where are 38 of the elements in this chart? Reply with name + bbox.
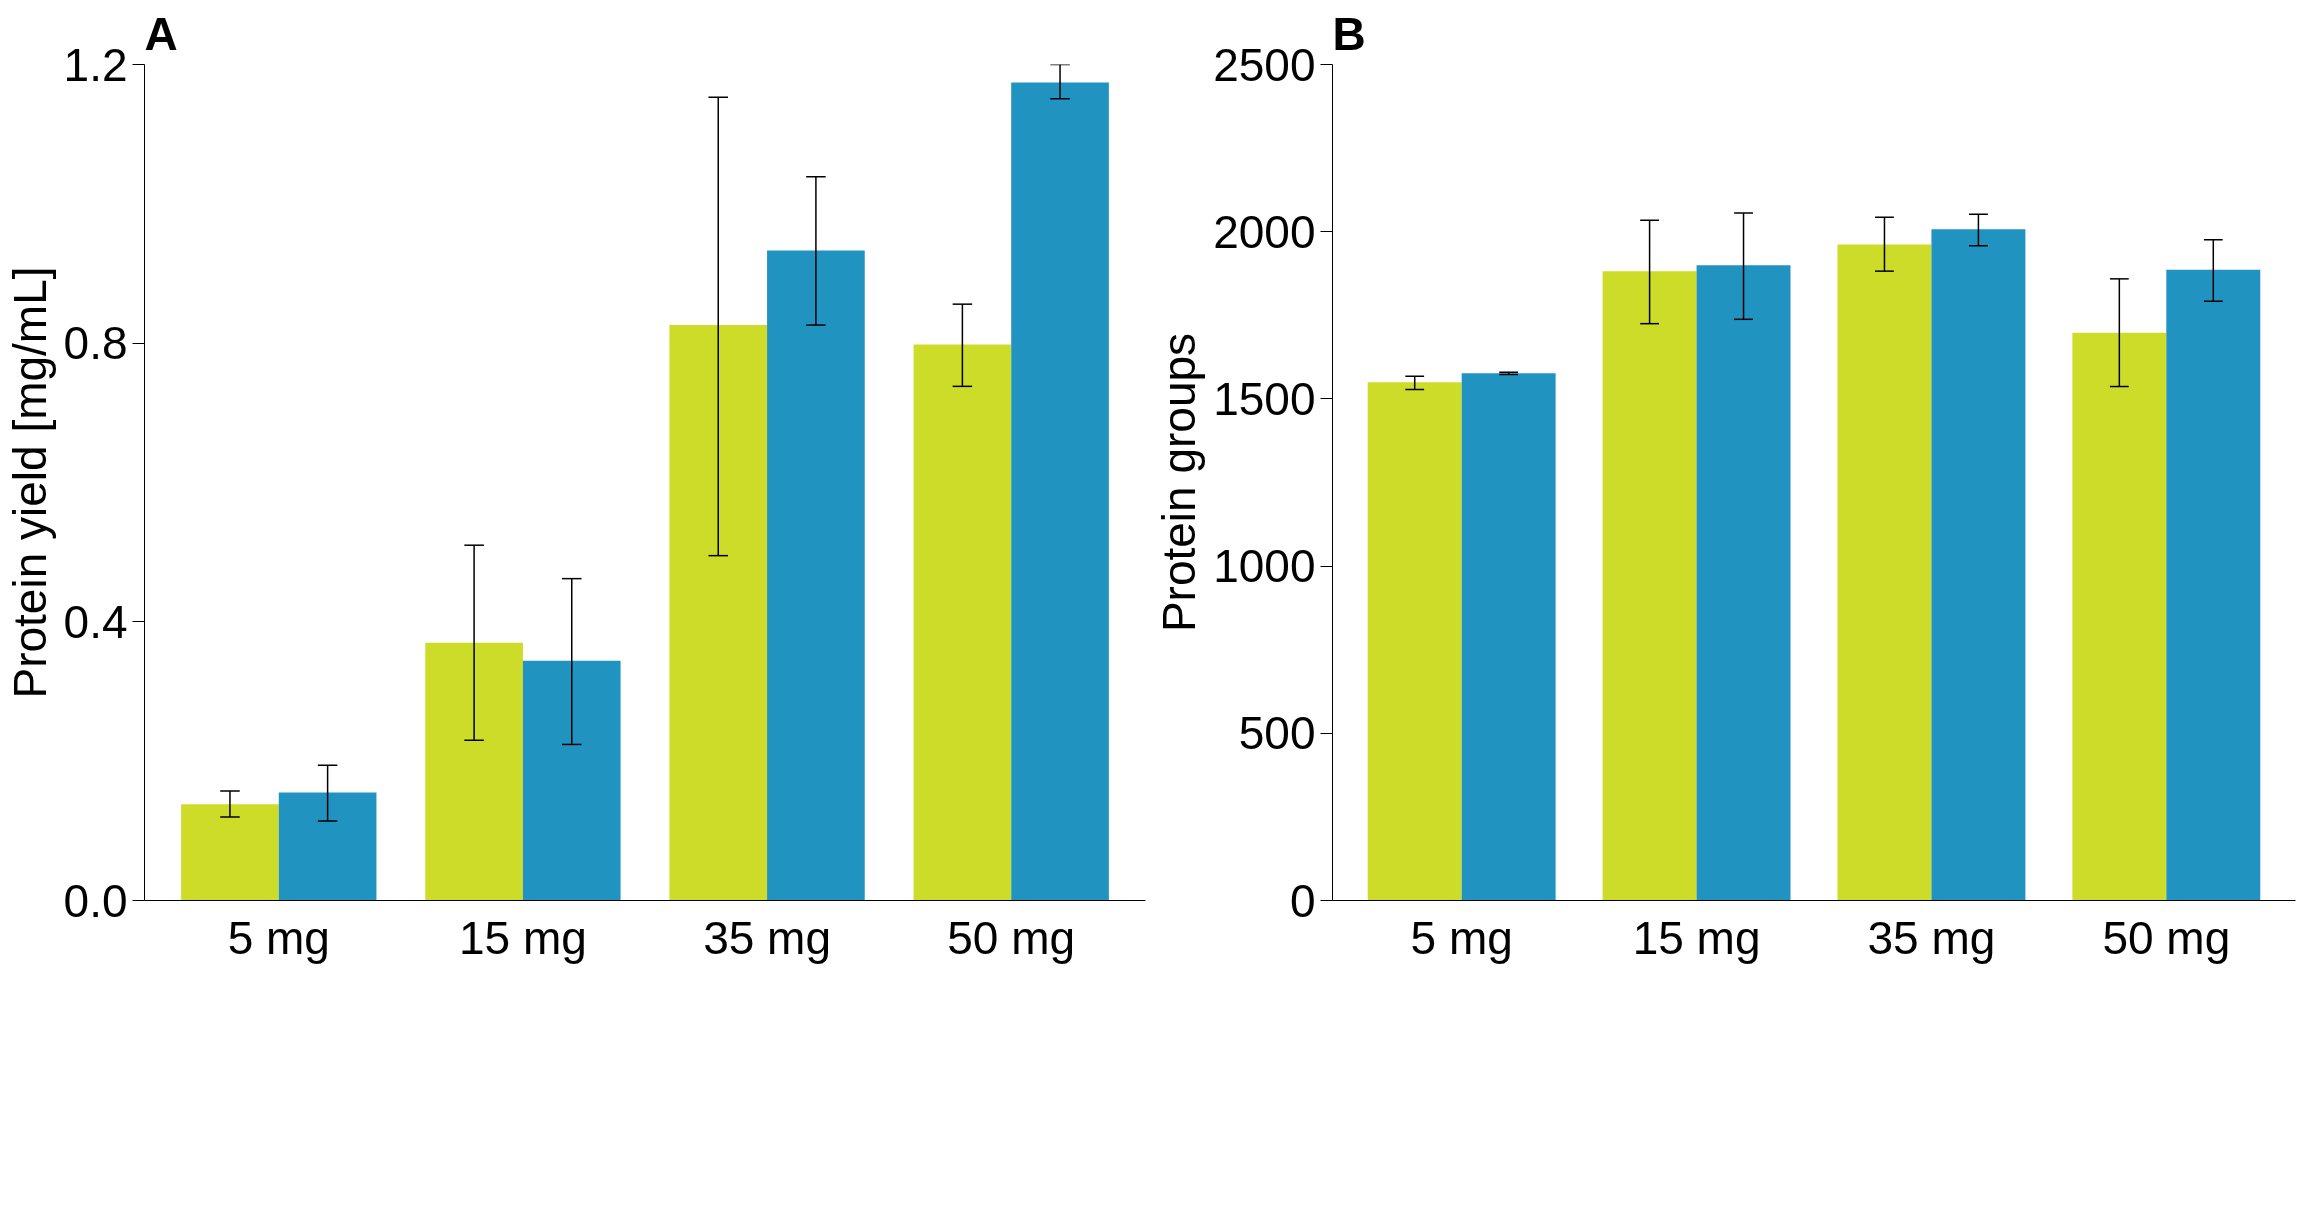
bar	[425, 642, 523, 901]
chart-title: B	[1332, 7, 1366, 60]
bar	[2072, 332, 2167, 901]
x-tick-label: 35 mg	[703, 911, 832, 964]
chart-title: A	[144, 7, 178, 60]
x-tick-label: 50 mg	[2102, 911, 2231, 964]
bar	[1837, 244, 1932, 901]
x-tick-label: 5 mg	[1410, 911, 1513, 964]
y-tick-label: 1000	[1213, 540, 1316, 593]
bar	[1696, 265, 1791, 901]
bar	[1931, 229, 2026, 901]
x-tick-label: 35 mg	[1867, 911, 1996, 964]
x-tick-label: 50 mg	[947, 911, 1076, 964]
y-tick-label: 1.2	[63, 38, 128, 91]
bar	[767, 250, 865, 901]
bar	[1461, 373, 1556, 901]
bar	[1602, 271, 1697, 901]
bar	[181, 804, 279, 901]
y-tick-label: 2000	[1213, 205, 1316, 258]
y-tick-label: 500	[1238, 707, 1316, 760]
y-tick-label: 0.0	[63, 874, 128, 927]
y-axis-title: Protein groups	[1153, 332, 1206, 633]
bar	[1011, 82, 1109, 901]
bar	[913, 344, 1012, 901]
y-axis-title: Protein yield [mg/mL]	[3, 266, 56, 699]
bar	[669, 325, 768, 901]
bar	[1367, 382, 1462, 901]
y-tick-label: 0	[1289, 874, 1316, 927]
x-tick-label: 15 mg	[1632, 911, 1761, 964]
x-tick-label: 15 mg	[459, 911, 587, 964]
bar	[278, 792, 377, 901]
y-tick-label: 1500	[1213, 372, 1316, 425]
bar	[2166, 269, 2261, 901]
y-tick-label: 2500	[1213, 38, 1316, 91]
bar	[522, 660, 621, 901]
y-tick-label: 0.8	[63, 317, 128, 370]
x-tick-label: 5 mg	[227, 911, 330, 964]
y-tick-label: 0.4	[63, 595, 128, 648]
